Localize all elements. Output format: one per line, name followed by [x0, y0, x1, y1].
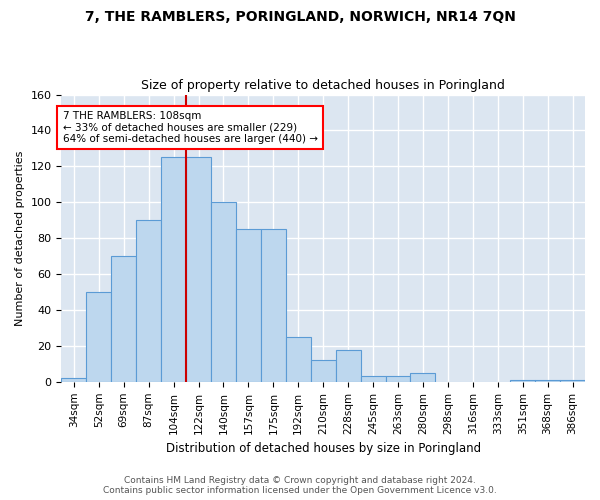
- Bar: [236, 229, 261, 382]
- Bar: [510, 380, 535, 382]
- Bar: [386, 376, 410, 382]
- X-axis label: Distribution of detached houses by size in Poringland: Distribution of detached houses by size …: [166, 442, 481, 455]
- Y-axis label: Number of detached properties: Number of detached properties: [15, 150, 25, 326]
- Bar: [111, 256, 136, 382]
- Bar: [335, 350, 361, 382]
- Bar: [410, 373, 436, 382]
- Bar: [311, 360, 335, 382]
- Bar: [86, 292, 111, 382]
- Bar: [261, 229, 286, 382]
- Bar: [560, 380, 585, 382]
- Bar: [161, 158, 186, 382]
- Title: Size of property relative to detached houses in Poringland: Size of property relative to detached ho…: [141, 79, 505, 92]
- Bar: [286, 337, 311, 382]
- Text: 7, THE RAMBLERS, PORINGLAND, NORWICH, NR14 7QN: 7, THE RAMBLERS, PORINGLAND, NORWICH, NR…: [85, 10, 515, 24]
- Text: Contains HM Land Registry data © Crown copyright and database right 2024.
Contai: Contains HM Land Registry data © Crown c…: [103, 476, 497, 495]
- Text: 7 THE RAMBLERS: 108sqm
← 33% of detached houses are smaller (229)
64% of semi-de: 7 THE RAMBLERS: 108sqm ← 33% of detached…: [62, 110, 317, 144]
- Bar: [211, 202, 236, 382]
- Bar: [136, 220, 161, 382]
- Bar: [361, 376, 386, 382]
- Bar: [186, 158, 211, 382]
- Bar: [61, 378, 86, 382]
- Bar: [535, 380, 560, 382]
